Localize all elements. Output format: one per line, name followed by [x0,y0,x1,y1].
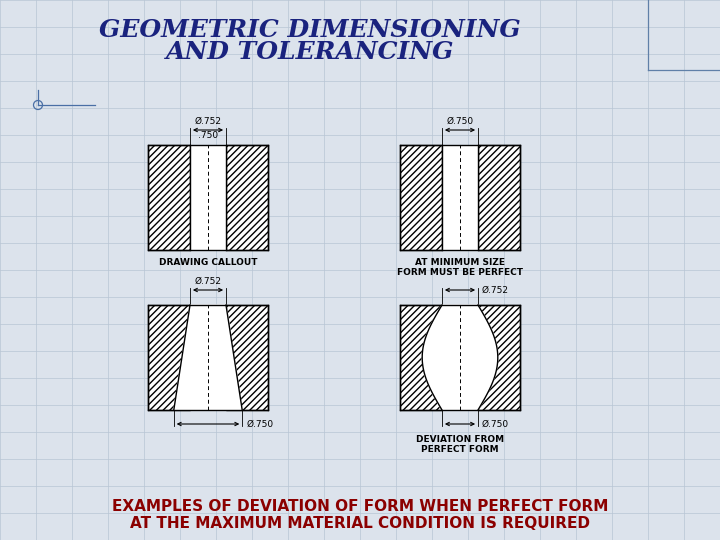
Text: Ø.752: Ø.752 [194,277,222,286]
Text: Ø.750: Ø.750 [446,117,474,126]
Text: AND TOLERANCING: AND TOLERANCING [166,40,454,64]
Polygon shape [174,305,242,410]
Polygon shape [422,305,498,410]
Text: AT MINIMUM SIZE
FORM MUST BE PERFECT: AT MINIMUM SIZE FORM MUST BE PERFECT [397,258,523,278]
Text: Ø.750: Ø.750 [482,420,509,429]
Text: .750: .750 [198,131,218,140]
Text: GEOMETRIC DIMENSIONING: GEOMETRIC DIMENSIONING [99,18,521,42]
Bar [400,305,442,410]
Text: Ø.752: Ø.752 [482,286,509,294]
Text: Ø.752: Ø.752 [194,117,222,126]
Bar [190,145,226,250]
Bar [442,145,478,250]
Bar [226,145,268,250]
Bar [148,305,190,410]
Text: Ø.750: Ø.750 [246,420,274,429]
Bar [226,305,268,410]
Bar [400,145,442,250]
Text: DEVIATION FROM
PERFECT FORM: DEVIATION FROM PERFECT FORM [416,435,504,454]
Bar [148,145,190,250]
Text: EXAMPLES OF DEVIATION OF FORM WHEN PERFECT FORM
AT THE MAXIMUM MATERIAL CONDITIO: EXAMPLES OF DEVIATION OF FORM WHEN PERFE… [112,499,608,531]
Bar [478,145,520,250]
Bar [478,305,520,410]
Text: DRAWING CALLOUT: DRAWING CALLOUT [158,258,257,267]
